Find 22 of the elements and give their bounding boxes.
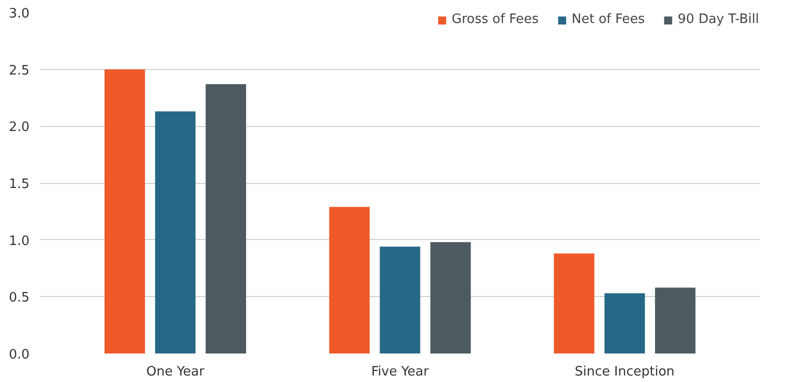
bar — [104, 69, 145, 354]
bar — [554, 253, 594, 354]
legend-label: 90 Day T-Bill — [678, 12, 759, 27]
y-tick-label: 0.0 — [8, 348, 30, 362]
x-tick-label: One Year — [146, 364, 206, 380]
y-tick-label: 2.5 — [8, 63, 30, 78]
x-tick-label: Since Inception — [574, 364, 675, 380]
bar — [380, 246, 420, 354]
x-tick-label: Five Year — [371, 364, 430, 380]
bar — [430, 242, 471, 354]
legend-label: Gross of Fees — [452, 12, 539, 27]
legend-label: Net of Fees — [572, 12, 645, 27]
y-tick-label: 2.0 — [8, 120, 30, 136]
bar — [604, 293, 645, 354]
y-tick-label: 0.5 — [8, 290, 30, 306]
bar — [329, 206, 370, 354]
y-tick-label: 3.0 — [8, 6, 30, 22]
y-tick-label: 1.0 — [8, 234, 30, 249]
bar — [655, 288, 696, 354]
bar — [155, 111, 196, 354]
bar — [206, 84, 246, 354]
y-tick-label: 1.5 — [8, 177, 30, 192]
